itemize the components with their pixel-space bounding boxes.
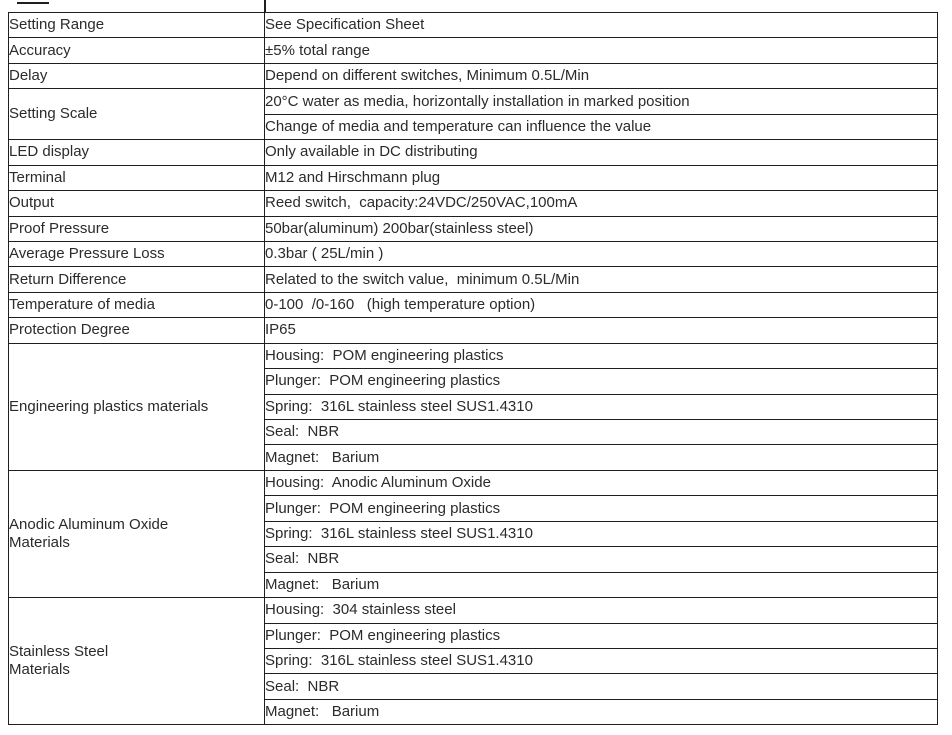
table-row: Temperature of media 0-100 /0-160 (high … — [8, 291, 938, 319]
spec-value: Housing: Anodic Aluminum Oxide — [264, 469, 938, 497]
table-row: Change of media and temperature can infl… — [9, 113, 938, 141]
table-row: Delay Depend on different switches, Mini… — [8, 62, 938, 90]
spec-value: 0-100 /0-160 (high temperature option) — [264, 291, 938, 319]
spec-value: IP65 — [264, 317, 938, 344]
spec-label-setting-scale: Setting Scale — [8, 88, 265, 141]
table-row: Seal: NBR — [9, 673, 938, 700]
spec-value: Seal: NBR — [264, 673, 938, 700]
table-row: Spring: 316L stainless steel SUS1.4310 — [9, 520, 938, 548]
spec-value: Housing: 304 stainless steel — [264, 597, 938, 624]
spec-label-terminal: Terminal — [8, 164, 265, 192]
table-row: LED display Only available in DC distrib… — [8, 139, 938, 166]
table-row: Engineering plastics materials Housing: … — [8, 342, 938, 471]
spec-value: Spring: 316L stainless steel SUS1.4310 — [264, 520, 938, 548]
spec-value: ±5% total range — [264, 37, 938, 64]
spec-value: 20°C water as media, horizontally instal… — [264, 88, 938, 115]
table-row: Magnet: Barium — [9, 698, 938, 726]
spec-value: Magnet: Barium — [264, 571, 938, 599]
spec-label-return-difference: Return Difference — [8, 266, 265, 293]
table-row: Terminal M12 and Hirschmann plug — [8, 164, 938, 192]
spec-value: Seal: NBR — [264, 546, 938, 573]
spec-value: See Specification Sheet — [264, 11, 938, 39]
spec-label-accuracy: Accuracy — [8, 37, 265, 64]
spec-label-protection-degree: Protection Degree — [8, 317, 265, 344]
spec-value: 0.3bar ( 25L/min ) — [264, 240, 938, 268]
spec-value: Spring: 316L stainless steel SUS1.4310 — [264, 393, 938, 421]
spec-value: Spring: 316L stainless steel SUS1.4310 — [264, 647, 938, 675]
spec-label-temperature-of-media: Temperature of media — [8, 291, 265, 319]
table-row: Stainless Steel Materials Housing: 304 s… — [8, 597, 938, 726]
spec-value: Magnet: Barium — [264, 444, 938, 471]
spec-label-setting-range: Setting Range — [8, 11, 265, 39]
spec-label-proof-pressure: Proof Pressure — [8, 215, 265, 242]
table-row: Setting Scale 20°C water as media, horiz… — [8, 88, 938, 141]
spec-value: Only available in DC distributing — [264, 139, 938, 166]
table-row: Anodic Aluminum Oxide Materials Housing:… — [8, 469, 938, 599]
table-row: Seal: NBR — [9, 418, 938, 446]
spec-value: Reed switch, capacity:24VDC/250VAC,100mA — [264, 190, 938, 217]
spec-value: Plunger: POM engineering plastics — [264, 622, 938, 649]
spec-value: 50bar(aluminum) 200bar(stainless steel) — [264, 215, 938, 242]
table-row: Accuracy ±5% total range — [8, 37, 938, 64]
scan-artifact-tick — [264, 0, 266, 13]
spec-label-average-pressure-loss: Average Pressure Loss — [8, 240, 265, 268]
table-row: Setting Range See Specification Sheet — [8, 11, 938, 39]
spec-label-output: Output — [8, 190, 265, 217]
spec-label-anodic-aluminum-oxide-materials: Anodic Aluminum Oxide Materials — [8, 469, 265, 599]
table-row: Return Difference Related to the switch … — [8, 266, 938, 293]
table-row: Protection Degree IP65 — [8, 317, 938, 344]
spec-value: Plunger: POM engineering plastics — [264, 495, 938, 522]
spec-value: Depend on different switches, Minimum 0.… — [264, 62, 938, 90]
spec-table: Setting Range See Specification Sheet Ac… — [8, 11, 938, 726]
spec-value: Housing: POM engineering plastics — [264, 342, 938, 370]
spec-value: Change of media and temperature can infl… — [264, 113, 938, 141]
spec-label-led-display: LED display — [8, 139, 265, 166]
table-row: Output Reed switch, capacity:24VDC/250VA… — [8, 190, 938, 217]
scan-artifact-dash — [17, 2, 49, 4]
table-row: Spring: 316L stainless steel SUS1.4310 — [9, 393, 938, 421]
table-row: Magnet: Barium — [9, 444, 938, 471]
table-row: Proof Pressure 50bar(aluminum) 200bar(st… — [8, 215, 938, 242]
spec-label-stainless-steel-materials: Stainless Steel Materials — [8, 597, 265, 726]
spec-value: Related to the switch value, minimum 0.5… — [264, 266, 938, 293]
spec-value: M12 and Hirschmann plug — [264, 164, 938, 192]
table-row: Plunger: POM engineering plastics — [9, 622, 938, 649]
spec-value: Seal: NBR — [264, 418, 938, 446]
spec-label-engineering-plastics-materials: Engineering plastics materials — [8, 342, 265, 471]
spec-value: Plunger: POM engineering plastics — [264, 368, 938, 395]
table-row: Average Pressure Loss 0.3bar ( 25L/min ) — [8, 240, 938, 268]
table-row: Plunger: POM engineering plastics — [9, 368, 938, 395]
spec-label-delay: Delay — [8, 62, 265, 90]
spec-value: Magnet: Barium — [264, 698, 938, 726]
